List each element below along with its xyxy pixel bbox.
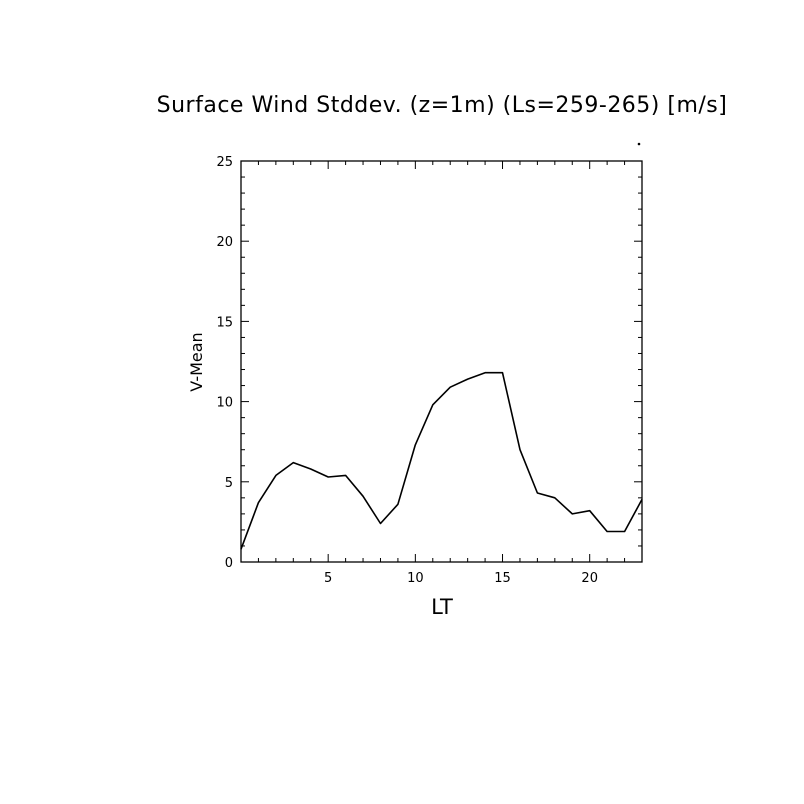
x-tick-label: 10 bbox=[407, 571, 424, 586]
tick-labels: 5 10 15 20 0 5 10 15 20 25 bbox=[216, 155, 598, 586]
x-tick-label: 15 bbox=[494, 571, 511, 586]
y-tick-label: 20 bbox=[216, 235, 233, 250]
chart-title: Surface Wind Stddev. (z=1m) (Ls=259-265)… bbox=[157, 93, 728, 118]
y-tick-label: 0 bbox=[225, 556, 233, 571]
y-tick-label: 10 bbox=[216, 396, 233, 411]
plot-frame bbox=[240, 160, 643, 563]
axis-ticks bbox=[241, 161, 642, 562]
y-tick-label: 5 bbox=[225, 476, 233, 491]
series-line bbox=[240, 371, 643, 550]
x-tick-label: 20 bbox=[581, 571, 598, 586]
x-axis-label: LT bbox=[431, 595, 453, 619]
x-tick-label: 5 bbox=[324, 571, 332, 586]
corner-dot bbox=[637, 142, 641, 146]
y-tick-label: 15 bbox=[216, 315, 233, 330]
y-tick-label: 25 bbox=[216, 155, 233, 170]
y-axis-label: V-Mean bbox=[187, 332, 206, 391]
